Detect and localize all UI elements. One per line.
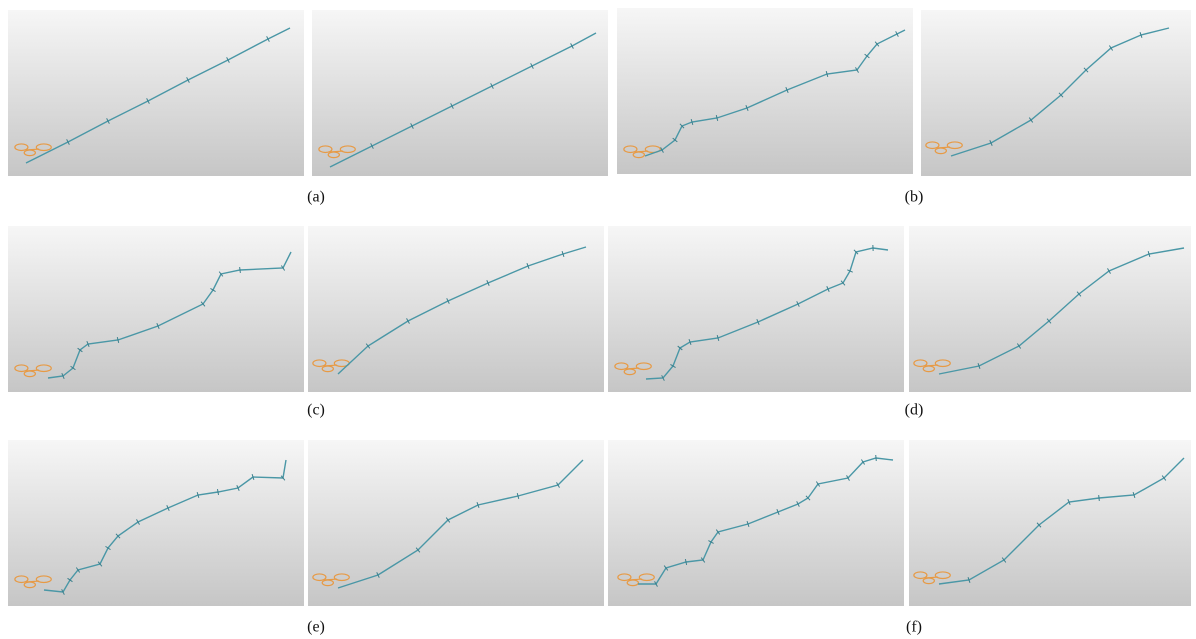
- caption: (a): [307, 189, 325, 206]
- caption: (f): [906, 619, 922, 636]
- caption: (b): [905, 189, 924, 206]
- panel: [308, 440, 604, 606]
- panel: [8, 10, 304, 176]
- panel: [608, 440, 904, 606]
- panel: [8, 226, 304, 392]
- caption: (c): [307, 402, 325, 419]
- panel: [909, 440, 1191, 606]
- figure: (a) (b) (c) (d) (e) (f): [0, 0, 1196, 639]
- panel: [8, 440, 304, 606]
- panel: [312, 10, 608, 176]
- panel: [921, 10, 1191, 176]
- caption: (d): [905, 402, 924, 419]
- panel: [608, 226, 904, 392]
- panel: [308, 226, 604, 392]
- panel: [617, 8, 913, 174]
- panel: [909, 226, 1191, 392]
- caption: (e): [307, 619, 325, 636]
